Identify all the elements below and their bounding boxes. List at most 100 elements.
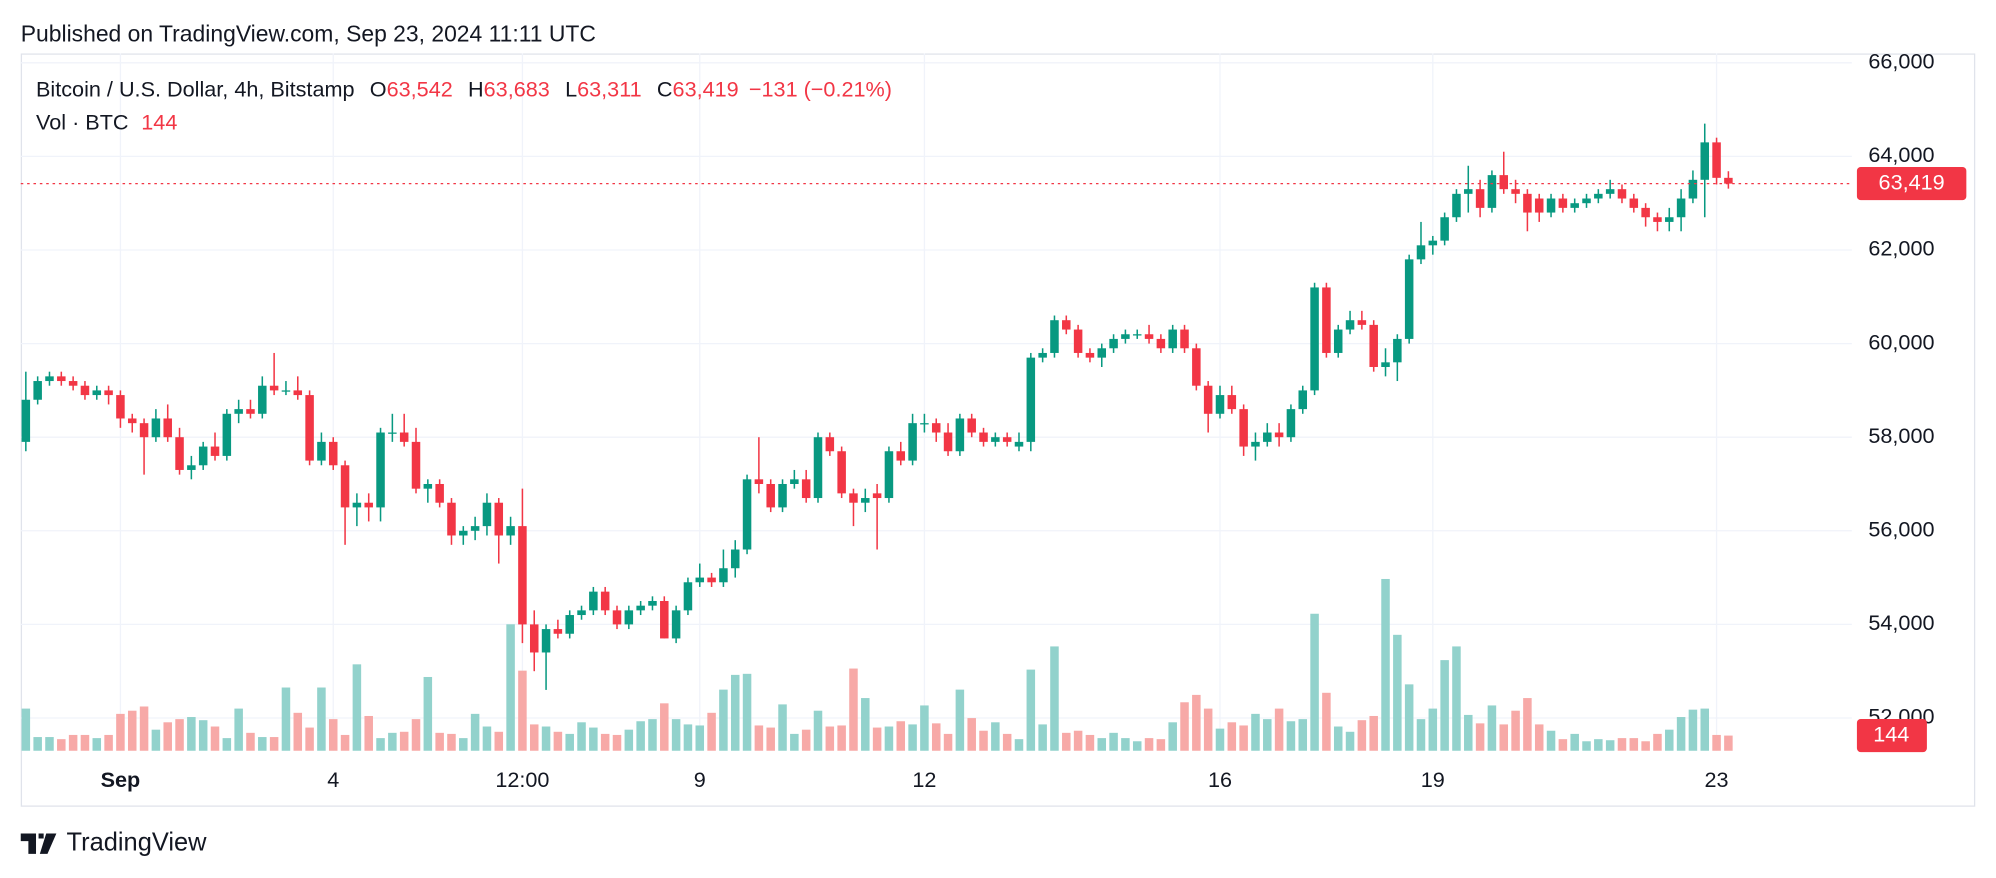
brand: TradingView (20, 828, 208, 856)
candle-body (222, 413, 232, 456)
candle-body (57, 376, 66, 382)
volume-bar (837, 725, 846, 751)
volume-bar (447, 733, 456, 751)
candle-body (1239, 409, 1248, 447)
x-tick-label: Sep (101, 767, 141, 792)
candle-body (1144, 334, 1154, 339)
candle-body (896, 451, 906, 461)
volume-legend: Vol · BTC 144 (36, 109, 177, 134)
brand-name: TradingView (67, 828, 208, 856)
candle-body (317, 441, 326, 461)
grid (20, 53, 1852, 751)
volume-bar (861, 698, 870, 751)
volume-bar (683, 724, 693, 751)
volume-bar (1085, 734, 1095, 751)
volume-bar (68, 734, 78, 751)
volume-bar (506, 624, 515, 751)
volume-bar (695, 725, 705, 751)
candle-body (553, 629, 563, 634)
volume-bar (1676, 717, 1686, 751)
volume-bar (1239, 725, 1248, 751)
candle-body (210, 446, 220, 456)
candle-body (1712, 142, 1721, 178)
volume-bar (612, 734, 622, 751)
volume-bar (45, 737, 54, 751)
candle-body (541, 629, 551, 653)
candle-body (1452, 193, 1461, 218)
volume-bar (1523, 698, 1532, 751)
volume-bar (411, 719, 421, 751)
legend-value: 63,419 (673, 76, 739, 101)
volume-bar (1156, 739, 1166, 751)
candle-body (376, 432, 385, 508)
volume-bar (1653, 733, 1662, 751)
volume-bar (1357, 720, 1367, 751)
volume-bar (80, 734, 90, 751)
volume-bar (1369, 715, 1378, 751)
candle-body (1109, 338, 1118, 349)
volume-bar (1546, 730, 1556, 751)
candle-body (1523, 193, 1532, 213)
volume-bar (1641, 741, 1650, 751)
candle-body (1156, 338, 1166, 349)
symbol: Bitcoin / U.S. Dollar, 4h, Bitstamp (36, 76, 355, 101)
candle-body (163, 418, 172, 438)
volume-bar (648, 719, 657, 751)
candle-body (825, 437, 835, 452)
volume-bar (624, 729, 634, 751)
candle-body (908, 423, 917, 461)
candle-body (1121, 334, 1130, 339)
candle-body (269, 385, 279, 391)
x-tick-label: 23 (1705, 767, 1729, 792)
candle-body (352, 502, 362, 508)
volume-bar (1097, 738, 1107, 751)
volume-bar (730, 674, 740, 751)
candle-body (1097, 348, 1107, 358)
volume-bar (364, 715, 373, 751)
candle-body (151, 418, 161, 438)
volume-bar (719, 689, 728, 751)
volume-bar (979, 730, 988, 751)
volume-bar (1121, 738, 1130, 751)
volume-bar (470, 713, 480, 751)
candle-body (1440, 217, 1449, 241)
legend-value: 63,542 (387, 76, 453, 101)
candle-body (33, 381, 42, 400)
volume-bar (234, 708, 243, 751)
candle-body (364, 502, 373, 508)
volume-pane (21, 578, 1733, 751)
volume-bar (825, 726, 835, 751)
volume-bar (991, 722, 1000, 751)
volume-bar (1452, 646, 1461, 751)
candle-body (636, 605, 645, 611)
candle-body (801, 479, 811, 499)
candle-body (423, 483, 433, 489)
volume-bar (766, 727, 775, 751)
x-tick-label: 9 (694, 767, 706, 792)
x-tick-label: 12:00 (495, 767, 549, 792)
volume-bar (198, 720, 208, 751)
candle-body (139, 423, 149, 438)
volume-bar (1570, 733, 1579, 751)
volume-title: Vol · BTC (36, 109, 129, 134)
candle-body (1665, 217, 1674, 222)
candle-body (790, 479, 799, 484)
candle-body (813, 437, 823, 499)
candle-body (1263, 432, 1272, 442)
volume-bar (151, 729, 161, 751)
published-line: Published on TradingView.com, Sep 23, 20… (21, 21, 596, 47)
volume-bar (778, 704, 787, 751)
volume-bar (1333, 726, 1343, 751)
candle-body (1653, 217, 1662, 222)
volume-bar (1038, 724, 1047, 751)
candle-body (104, 390, 113, 396)
candle-body (589, 591, 598, 611)
volume-bar (577, 722, 586, 751)
candle-body (1475, 189, 1485, 208)
volume-bar (541, 726, 551, 751)
candle-body (660, 600, 669, 639)
candle-body (1286, 409, 1296, 438)
volume-bar (884, 726, 894, 751)
candle-body (920, 423, 929, 425)
candle-body (1038, 352, 1047, 358)
